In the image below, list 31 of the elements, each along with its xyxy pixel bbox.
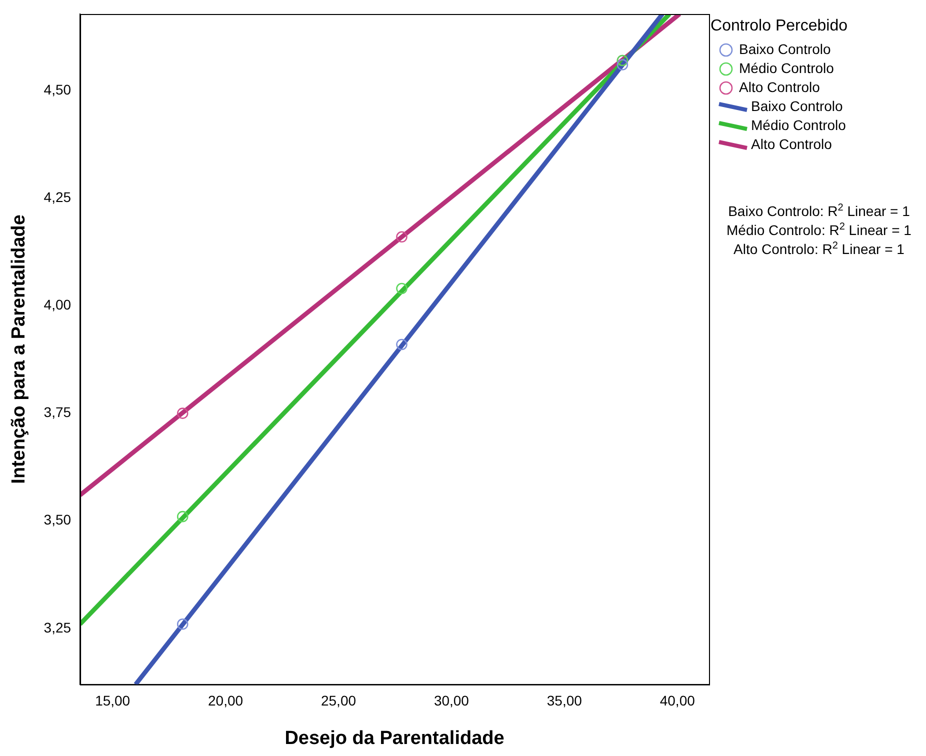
- legend-label: Alto Controlo: [739, 78, 820, 95]
- point: [176, 510, 188, 522]
- y-tick-label: 3,50: [44, 512, 72, 528]
- legend-label: Baixo Controlo: [739, 40, 832, 57]
- x-tick-label: 15,00: [95, 692, 130, 709]
- y-tick-label: 4,50: [44, 81, 72, 98]
- y-tick-label: 4,00: [44, 296, 72, 313]
- x-tick-label: 25,00: [320, 692, 356, 709]
- legend-title: Controlo Percebido: [710, 17, 848, 34]
- text: Alto Controlo: R$^{2}$ Linear = 1: [732, 240, 906, 259]
- legend-label: Alto Controlo: [751, 136, 832, 152]
- y-tick-label: 3,75: [44, 404, 72, 420]
- y-tick-label: 3,25: [44, 619, 72, 636]
- x-tick-label: 35,00: [546, 692, 582, 709]
- text: Médio Controlo: R$^{2}$ Linear = 1: [726, 221, 912, 240]
- y-tick-label: 4,25: [44, 189, 72, 206]
- point: [396, 338, 408, 350]
- x-axis-title: Desejo da Parentalidade: [284, 728, 504, 749]
- legend-label: Médio Controlo: [739, 60, 834, 76]
- point: [396, 231, 408, 243]
- point: [616, 59, 628, 70]
- text: Baixo Controlo: R$^{2}$ Linear = 1: [727, 202, 911, 221]
- x-tick-label: 30,00: [434, 692, 470, 709]
- x-tick-label: 40,00: [660, 692, 696, 709]
- y-axis-title: Intenção para a Parentalidade: [8, 214, 30, 484]
- point: [396, 282, 408, 294]
- legend-label: Baixo Controlo: [751, 98, 844, 114]
- point: [176, 408, 188, 419]
- x-tick-label: 20,00: [208, 692, 244, 709]
- point: [176, 618, 188, 630]
- legend-label: Médio Controlo: [751, 116, 846, 133]
